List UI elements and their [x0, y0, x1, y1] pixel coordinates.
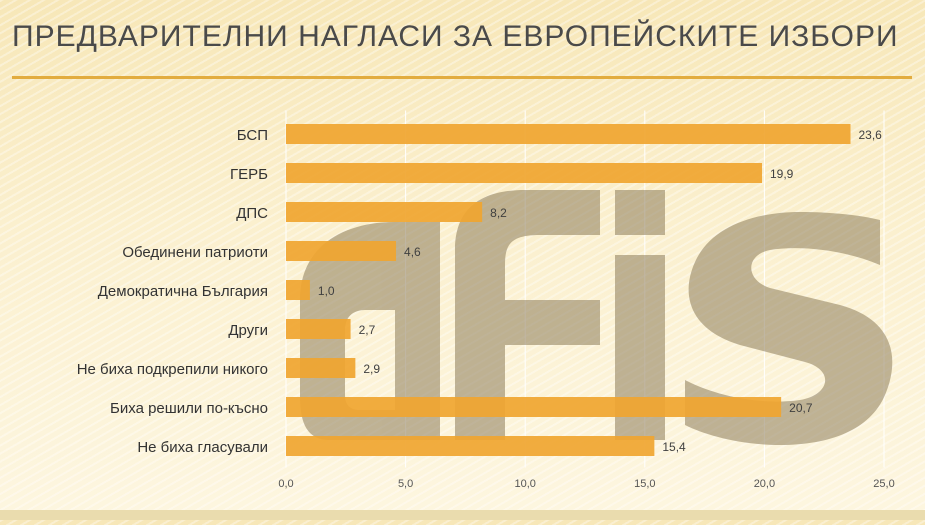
bar [286, 436, 655, 456]
bar [286, 280, 310, 300]
bar-value-label: 23,6 [859, 128, 883, 142]
value-labels: 23,6 19,9 8,2 4,6 1,0 2,7 2,9 20,7 15,4 [318, 128, 882, 454]
bar [286, 124, 851, 144]
bar-value-label: 2,9 [363, 362, 380, 376]
category-label: Обединени патриоти [122, 244, 268, 261]
x-tick-label: 5,0 [398, 478, 413, 490]
category-label: БСП [237, 127, 268, 144]
bar-value-label: 8,2 [490, 206, 507, 220]
bar-value-label: 15,4 [662, 440, 686, 454]
bar-value-label: 4,6 [404, 245, 421, 259]
bar [286, 397, 782, 417]
bars [286, 124, 851, 456]
category-label: Не биха гласували [137, 439, 268, 456]
x-tick-label: 10,0 [514, 478, 535, 490]
category-label: ДПС [236, 205, 268, 222]
bar [286, 319, 351, 339]
category-label: Не биха подкрепили никого [77, 361, 268, 378]
category-labels: БСП ГЕРБ ДПС Обединени патриоти Демократична… [77, 127, 268, 456]
slide-title: ПРЕДВАРИТЕЛНИ НАГЛАСИ ЗА ЕВРОПЕЙСКИТЕ ИЗ… [12, 20, 912, 79]
bar-value-label: 20,7 [789, 401, 813, 415]
x-axis-tick-labels: 0,0 5,0 10,0 15,0 20,0 25,0 [278, 478, 894, 490]
x-tick-label: 0,0 [278, 478, 293, 490]
bar [286, 202, 483, 222]
category-label: Други [228, 322, 268, 339]
x-tick-label: 15,0 [634, 478, 655, 490]
category-label: ГЕРБ [230, 166, 268, 183]
bar-value-label: 2,7 [359, 323, 376, 337]
category-label: Демократична България [98, 283, 268, 300]
bar [286, 241, 397, 261]
bar-value-label: 1,0 [318, 284, 335, 298]
bar-value-label: 19,9 [770, 167, 794, 181]
category-label: Биха решили по-късно [110, 400, 268, 417]
bar [286, 358, 356, 378]
x-tick-label: 25,0 [873, 478, 894, 490]
x-tick-label: 20,0 [754, 478, 775, 490]
bottom-strip [0, 510, 925, 520]
bar [286, 163, 763, 183]
